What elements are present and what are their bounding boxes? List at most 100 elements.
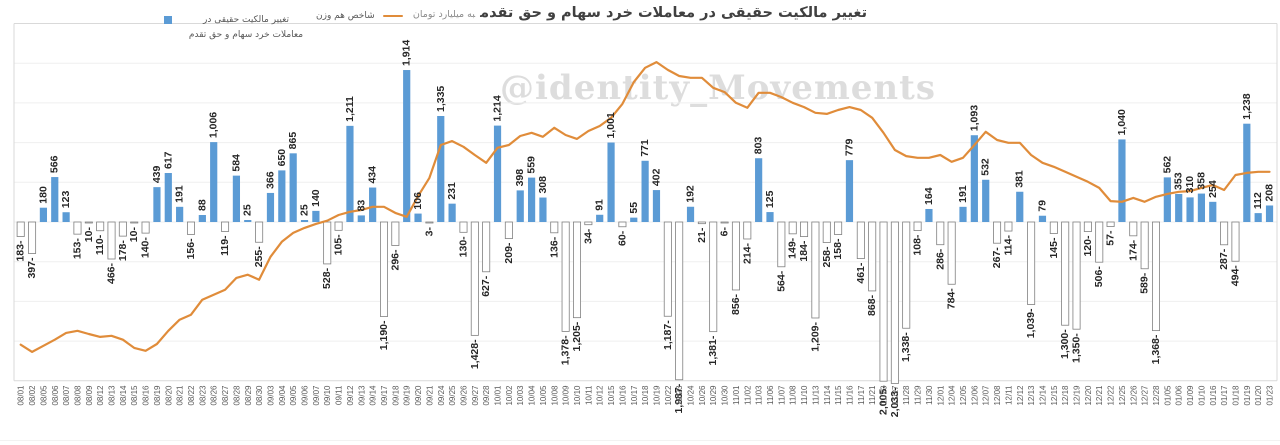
bar-value-label: 136- (548, 236, 560, 258)
bar-value-label: 771 (639, 139, 651, 157)
date-label: 11/02 (743, 385, 752, 405)
bar (788, 221, 797, 235)
bar (1016, 191, 1024, 222)
bar (16, 221, 25, 237)
date-label: 12/07 (982, 385, 991, 406)
bar (1061, 221, 1070, 326)
bar (369, 187, 377, 222)
bar (573, 221, 582, 319)
date-label: 12/21 (1095, 385, 1104, 406)
bar-value-label: 83 (355, 200, 367, 212)
date-label: 12/25 (1118, 385, 1127, 406)
date-label: 10/03 (516, 385, 525, 406)
bar-value-label: 353 (1173, 172, 1185, 190)
bar-value-label: 286- (934, 248, 946, 270)
bar (834, 221, 843, 235)
date-label: 12/15 (1050, 385, 1059, 406)
bar (1140, 221, 1149, 270)
page-title: تغییر مالکیت حقیقی در معاملات خرد سهام و… (0, 4, 1280, 22)
date-label: 08/27 (221, 385, 230, 406)
bar (731, 221, 740, 291)
date-label: 08/02 (28, 385, 37, 406)
date-label: 11/06 (766, 385, 775, 405)
bar (1083, 221, 1092, 232)
bar-value-label: 1,338- (900, 332, 912, 362)
bar-value-label: 506- (1093, 266, 1105, 288)
bar (1265, 205, 1274, 222)
legend-item-ownership-change: تغییر مالکیت حقیقی در معاملات خرد سهام و… (164, 13, 310, 43)
bar (51, 177, 59, 222)
bar (641, 160, 649, 222)
bar (357, 215, 365, 222)
date-label: 10/16 (618, 385, 627, 406)
bar-value-label: 1,987- (673, 383, 685, 413)
bar (890, 221, 899, 384)
bar (811, 221, 820, 319)
bar-value-label: 381 (1014, 170, 1026, 188)
bar-value-label: 803 (753, 137, 765, 155)
bar (1027, 221, 1036, 305)
bar-value-label: 439 (151, 165, 163, 183)
bar-value-label: 10- (83, 227, 95, 243)
date-label: 08/29 (244, 385, 253, 406)
bar (221, 221, 230, 232)
bar-value-label: 1,209- (809, 322, 821, 352)
bar-value-label: 258- (821, 246, 833, 268)
bar (73, 221, 82, 235)
bar (470, 221, 479, 336)
bar (403, 70, 411, 222)
date-label: 09/11 (335, 385, 344, 405)
date-label: 08/26 (210, 385, 219, 406)
bar-value-label: 2,033- (889, 387, 901, 417)
watermark: @identity_Movements (500, 68, 936, 108)
bar-value-label: 532 (980, 158, 992, 176)
date-label: 12/26 (1129, 385, 1138, 406)
bar-value-label: 779 (843, 138, 855, 156)
date-label: 11/21 (868, 385, 877, 405)
legend-item-index: شاخص هم وزن (316, 11, 403, 21)
chart-title-text: تغییر مالکیت حقیقی در معاملات خرد سهام و… (480, 5, 868, 21)
bar-value-label: 1,093 (968, 105, 980, 131)
bar (96, 221, 105, 232)
bar-value-label: 564- (775, 270, 787, 292)
date-label: 12/14 (1038, 385, 1047, 406)
bar (675, 221, 684, 381)
date-label: 10/19 (652, 385, 661, 406)
date-label: 10/23 (675, 385, 684, 406)
date-label: 11/30 (925, 385, 934, 405)
bar (504, 221, 513, 239)
bar (334, 221, 343, 231)
bar-value-label: 88 (196, 199, 208, 211)
bar (766, 212, 774, 222)
bar-value-label: 1,428- (469, 339, 481, 369)
bar-value-label: 208 (1264, 184, 1276, 202)
bar-value-label: 566 (49, 155, 61, 173)
date-label: 10/15 (607, 385, 616, 406)
legend-bars-label-line1: تغییر مالکیت حقیقی در (203, 15, 289, 25)
date-label: 08/01 (17, 385, 26, 406)
date-label: 12/20 (1084, 385, 1093, 406)
bar-value-label: 267- (991, 247, 1003, 269)
bar-value-label: 589- (1139, 272, 1151, 294)
bar (743, 221, 752, 240)
date-label: 09/26 (459, 385, 468, 406)
date-label: 12/22 (1107, 385, 1116, 406)
bar (1004, 221, 1013, 232)
date-label: 01/05 (1163, 385, 1172, 406)
date-label: 10/08 (550, 385, 559, 406)
bar (107, 221, 116, 260)
bar-value-label: 192 (685, 185, 697, 203)
bar-value-label: 1,378- (560, 335, 572, 365)
bar (448, 203, 456, 222)
date-label: 09/14 (369, 385, 378, 406)
date-label: 08/14 (119, 385, 128, 406)
date-label: 09/20 (414, 385, 423, 406)
bar-value-label: 25 (242, 204, 254, 216)
date-label: 11/03 (755, 385, 764, 405)
bar-value-label: 153- (71, 238, 83, 260)
bar (130, 221, 139, 224)
date-label: 11/07 (777, 385, 786, 405)
date-label: 11/23 (880, 385, 889, 405)
bar-value-label: 174- (1127, 239, 1139, 261)
